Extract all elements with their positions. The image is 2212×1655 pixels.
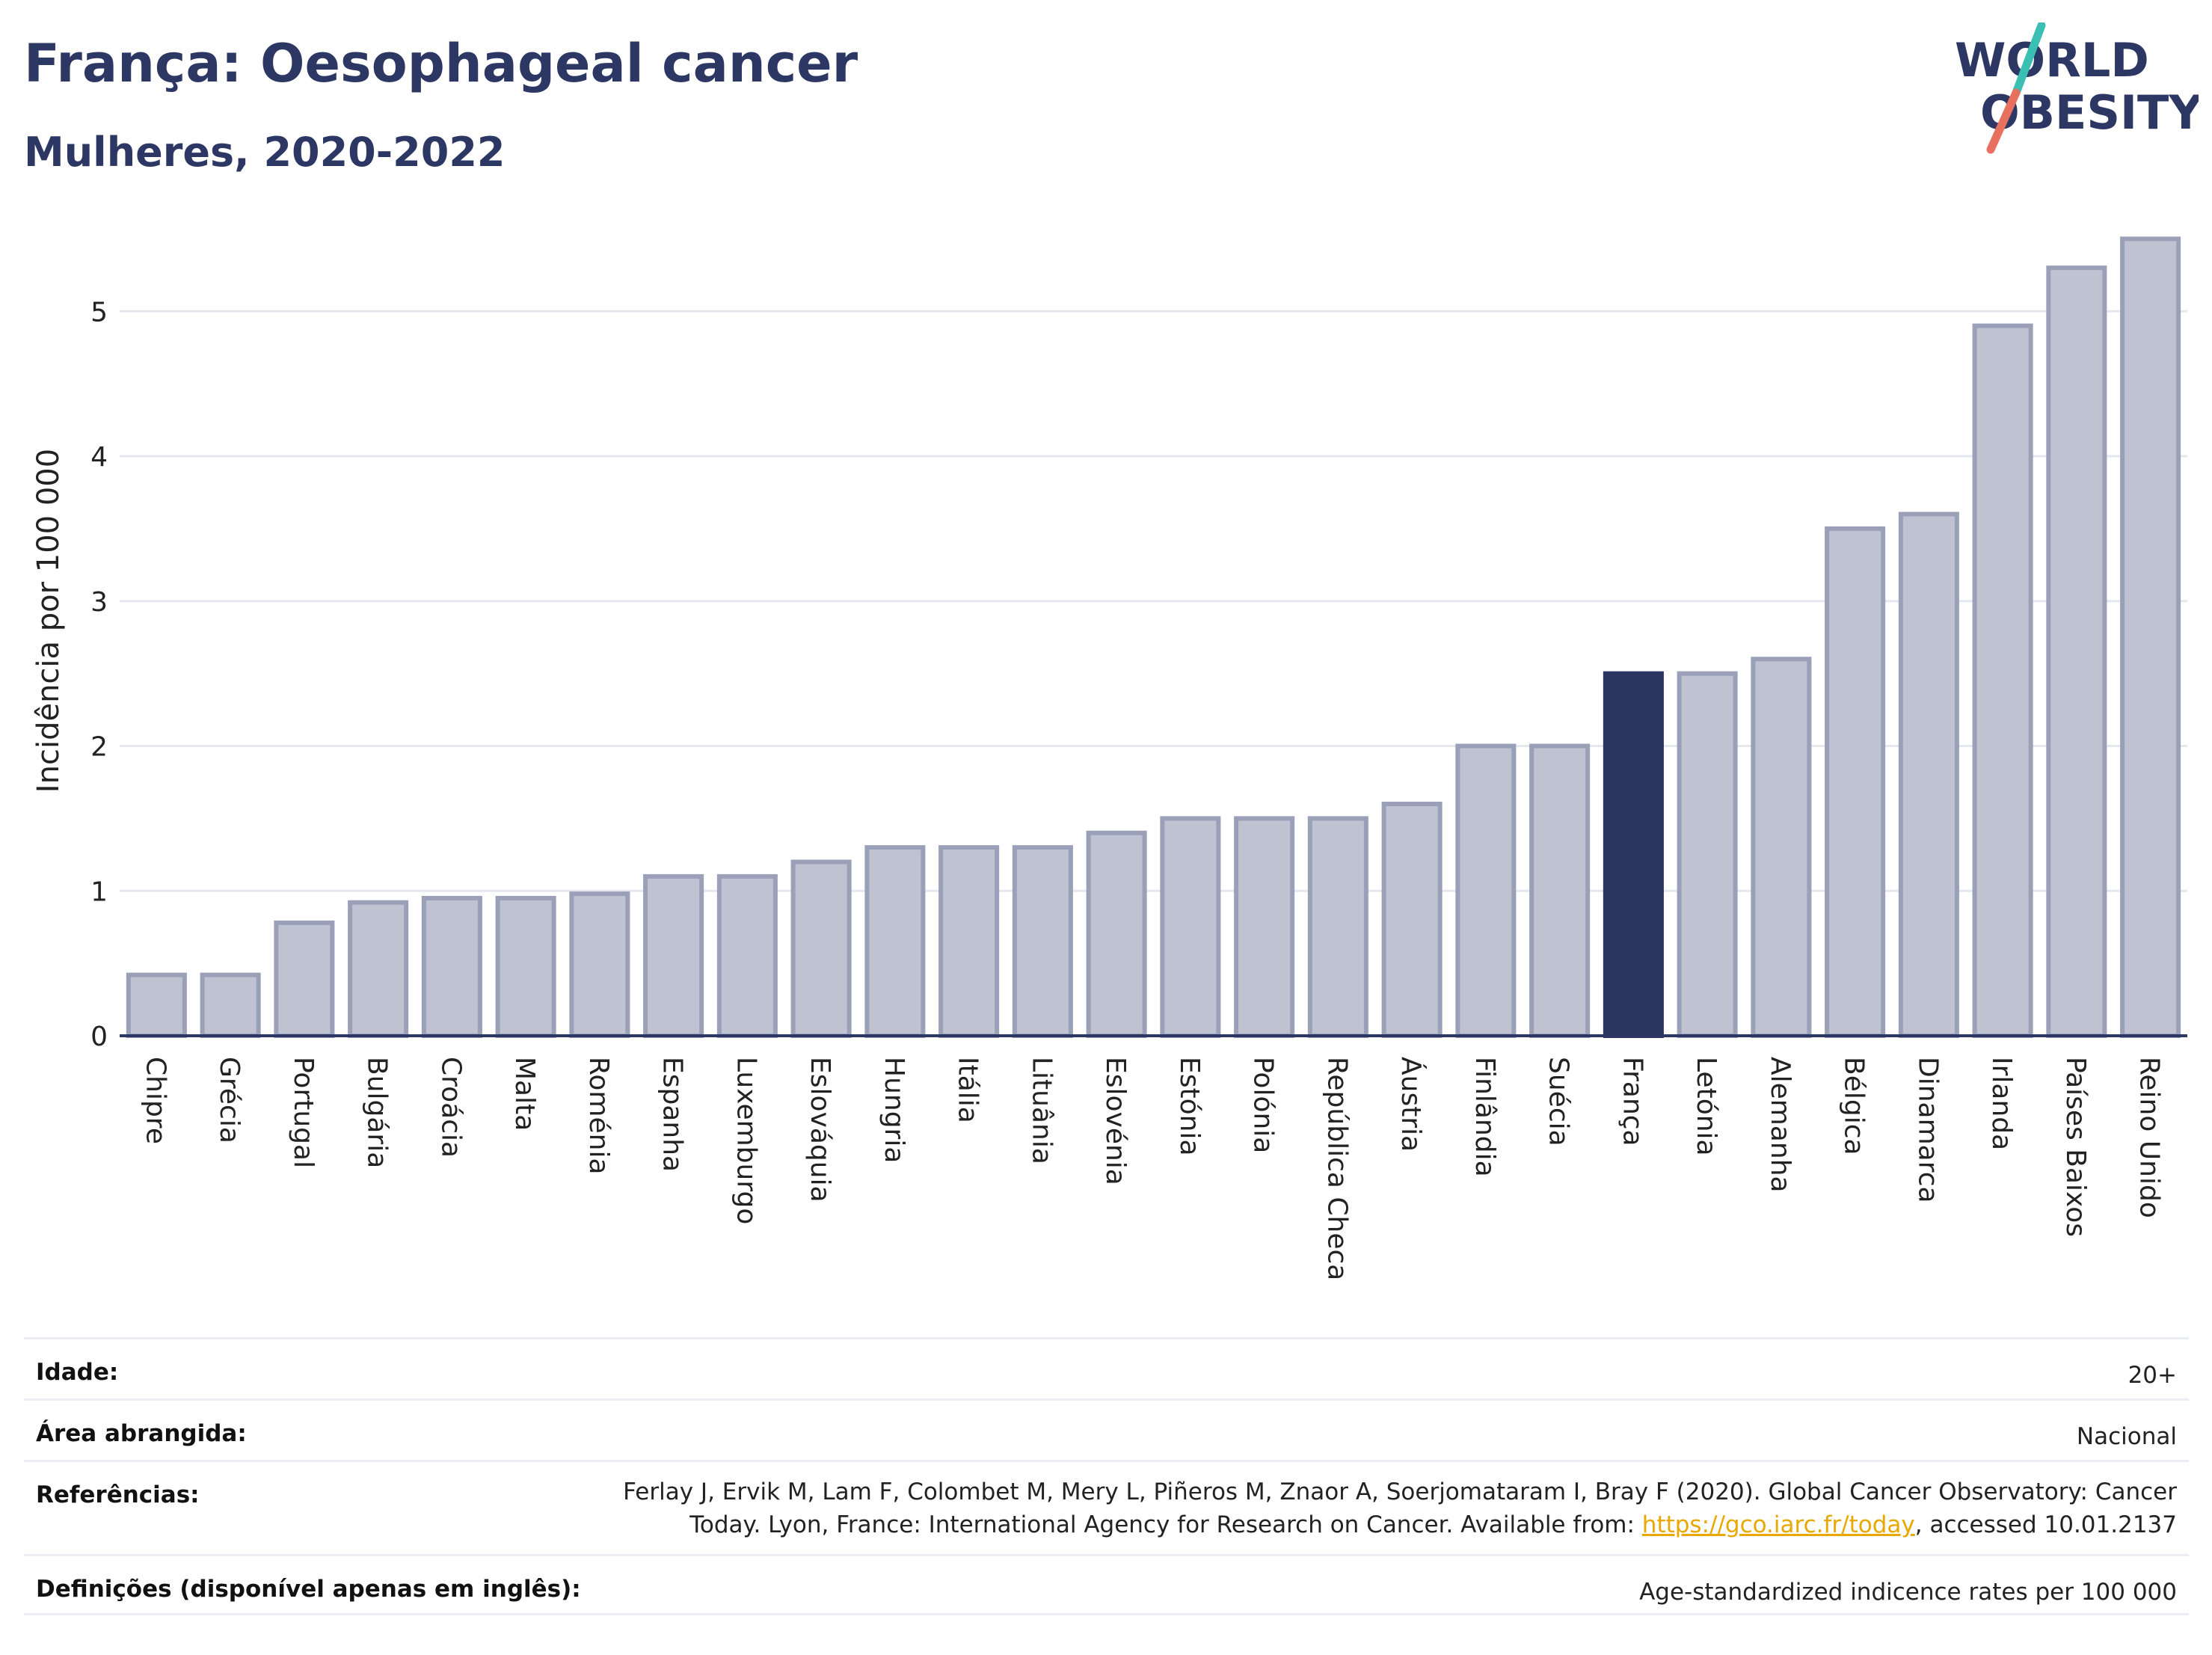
logo-slash-bottom [1986, 88, 2021, 154]
references-link[interactable]: https://gco.iarc.fr/today [1641, 1511, 1915, 1538]
y-tick-label: 3 [90, 587, 108, 618]
bar-Alemanha [1751, 657, 1812, 1038]
bar-Hungria [864, 845, 926, 1038]
x-tick-label: Suécia [1543, 1057, 1574, 1146]
info-value-area: Nacional [2076, 1423, 2177, 1450]
logo-word-world: WORLD [1955, 33, 2149, 87]
bar-Grécia [200, 972, 261, 1038]
logo-slash-top [2012, 22, 2046, 97]
x-tick-label: Finlândia [1469, 1057, 1500, 1177]
info-label-references: Referências: [36, 1481, 200, 1508]
info-row-definitions: Definições (disponível apenas em inglês)… [24, 1554, 2189, 1615]
x-tick-label: Itália [953, 1057, 983, 1123]
x-tick-label: Portugal [288, 1057, 319, 1168]
bar-Bélgica [1825, 526, 1886, 1038]
bar-Malta [495, 895, 556, 1038]
info-label-area: Área abrangida: [36, 1420, 247, 1447]
bar-Polónia [1234, 816, 1295, 1038]
y-axis-label: Incidência por 100 000 [31, 449, 66, 793]
y-tick-label: 0 [90, 1022, 108, 1052]
bar-Roménia [569, 891, 630, 1038]
x-tick-label: Chipre [140, 1057, 170, 1144]
x-tick-label: Reino Unido [2134, 1057, 2165, 1218]
info-value-references: Ferlay J, Ervik M, Lam F, Colombet M, Me… [569, 1476, 2177, 1541]
info-value-age: 20+ [2127, 1362, 2177, 1389]
x-tick-label: Malta [509, 1057, 540, 1131]
bar-Áustria [1381, 802, 1443, 1038]
x-tick-label: Letónia [1691, 1057, 1721, 1156]
references-text: Ferlay J, Ervik M, Lam F, Colombet M, Me… [623, 1479, 2177, 1538]
x-tick-label: França [1617, 1057, 1647, 1146]
x-tick-label: Roménia [583, 1057, 614, 1175]
x-tick-label: Eslováquia [805, 1057, 835, 1203]
bar-Espanha [643, 873, 704, 1038]
bar-Estónia [1160, 816, 1221, 1038]
y-tick-label: 1 [90, 876, 108, 907]
bar-Finlândia [1455, 743, 1517, 1038]
x-tick-label: Áustria [1395, 1057, 1427, 1152]
x-tick-label: Estónia [1174, 1057, 1205, 1156]
x-tick-label: República Checa [1321, 1057, 1352, 1280]
x-tick-label: Hungria [879, 1057, 909, 1163]
x-tick-label: Irlanda [1986, 1057, 2017, 1150]
bar-Reino Unido [2120, 236, 2181, 1038]
references-accessed: , accessed 10.01.2137 [1914, 1511, 2177, 1538]
info-label-age: Idade: [36, 1359, 119, 1386]
bar-Bulgária [348, 900, 409, 1038]
world-obesity-logo: WORLD OBESITY [1955, 22, 2199, 154]
chart-subtitle: Mulheres, 2020-2022 [24, 129, 506, 176]
axes: 0 1 2 3 4 5 Chipre Grécia Portugal Bulgária Croáci… [90, 297, 2187, 1280]
bar-Suécia [1529, 743, 1591, 1038]
x-tick-label: Croácia [435, 1057, 466, 1158]
x-tick-label: Países Baixos [2060, 1057, 2091, 1237]
bar-chart: 0 1 2 3 4 5 Chipre Grécia Portugal Bulgária Croáci… [31, 236, 2187, 1280]
x-tick-label: Luxemburgo [731, 1057, 761, 1224]
bar-Eslováquia [790, 859, 852, 1038]
bar-Dinamarca [1898, 512, 1959, 1038]
bar-República Checa [1307, 816, 1368, 1038]
bar-Chipre [126, 972, 187, 1038]
x-tick-label: Polónia [1248, 1057, 1279, 1153]
info-row-age: Idade: 20+ [24, 1337, 2189, 1398]
x-tick-label: Bulgária [362, 1057, 393, 1168]
y-tick-label: 5 [90, 297, 108, 328]
y-tick-label: 4 [90, 442, 108, 473]
info-label-definitions: Definições (disponível apenas em inglês)… [36, 1576, 581, 1603]
bar-Itália [938, 845, 1000, 1038]
x-tick-label: Eslovénia [1100, 1057, 1131, 1185]
bars [126, 236, 2181, 1038]
bar-Letónia [1677, 671, 1738, 1038]
info-table: Idade: 20+ Área abrangida: Nacional Refe… [24, 1337, 2189, 1615]
info-row-references: Referências: Ferlay J, Ervik M, Lam F, C… [24, 1460, 2189, 1554]
x-tick-label: Dinamarca [1912, 1057, 1943, 1203]
bar-Croácia [421, 895, 482, 1038]
bar-Eslovénia [1086, 830, 1147, 1038]
chart-title: França: Oesophageal cancer [24, 33, 858, 94]
bar-Irlanda [1972, 323, 2033, 1038]
x-tick-label: Espanha [657, 1057, 688, 1172]
bar-França [1603, 671, 1664, 1038]
x-tick-label: Bélgica [1839, 1057, 1870, 1155]
x-tick-label: Alemanha [1765, 1057, 1795, 1193]
bar-Lituânia [1012, 845, 1073, 1038]
bar-Países Baixos [2046, 265, 2107, 1038]
bar-Portugal [274, 920, 335, 1038]
bar-Luxemburgo [716, 873, 778, 1038]
x-tick-label: Grécia [214, 1057, 245, 1143]
y-tick-label: 2 [90, 732, 108, 763]
x-tick-label: Lituânia [1026, 1057, 1057, 1164]
info-row-area: Área abrangida: Nacional [24, 1398, 2189, 1460]
info-value-definitions: Age-standardized indicence rates per 100… [1639, 1579, 2177, 1606]
